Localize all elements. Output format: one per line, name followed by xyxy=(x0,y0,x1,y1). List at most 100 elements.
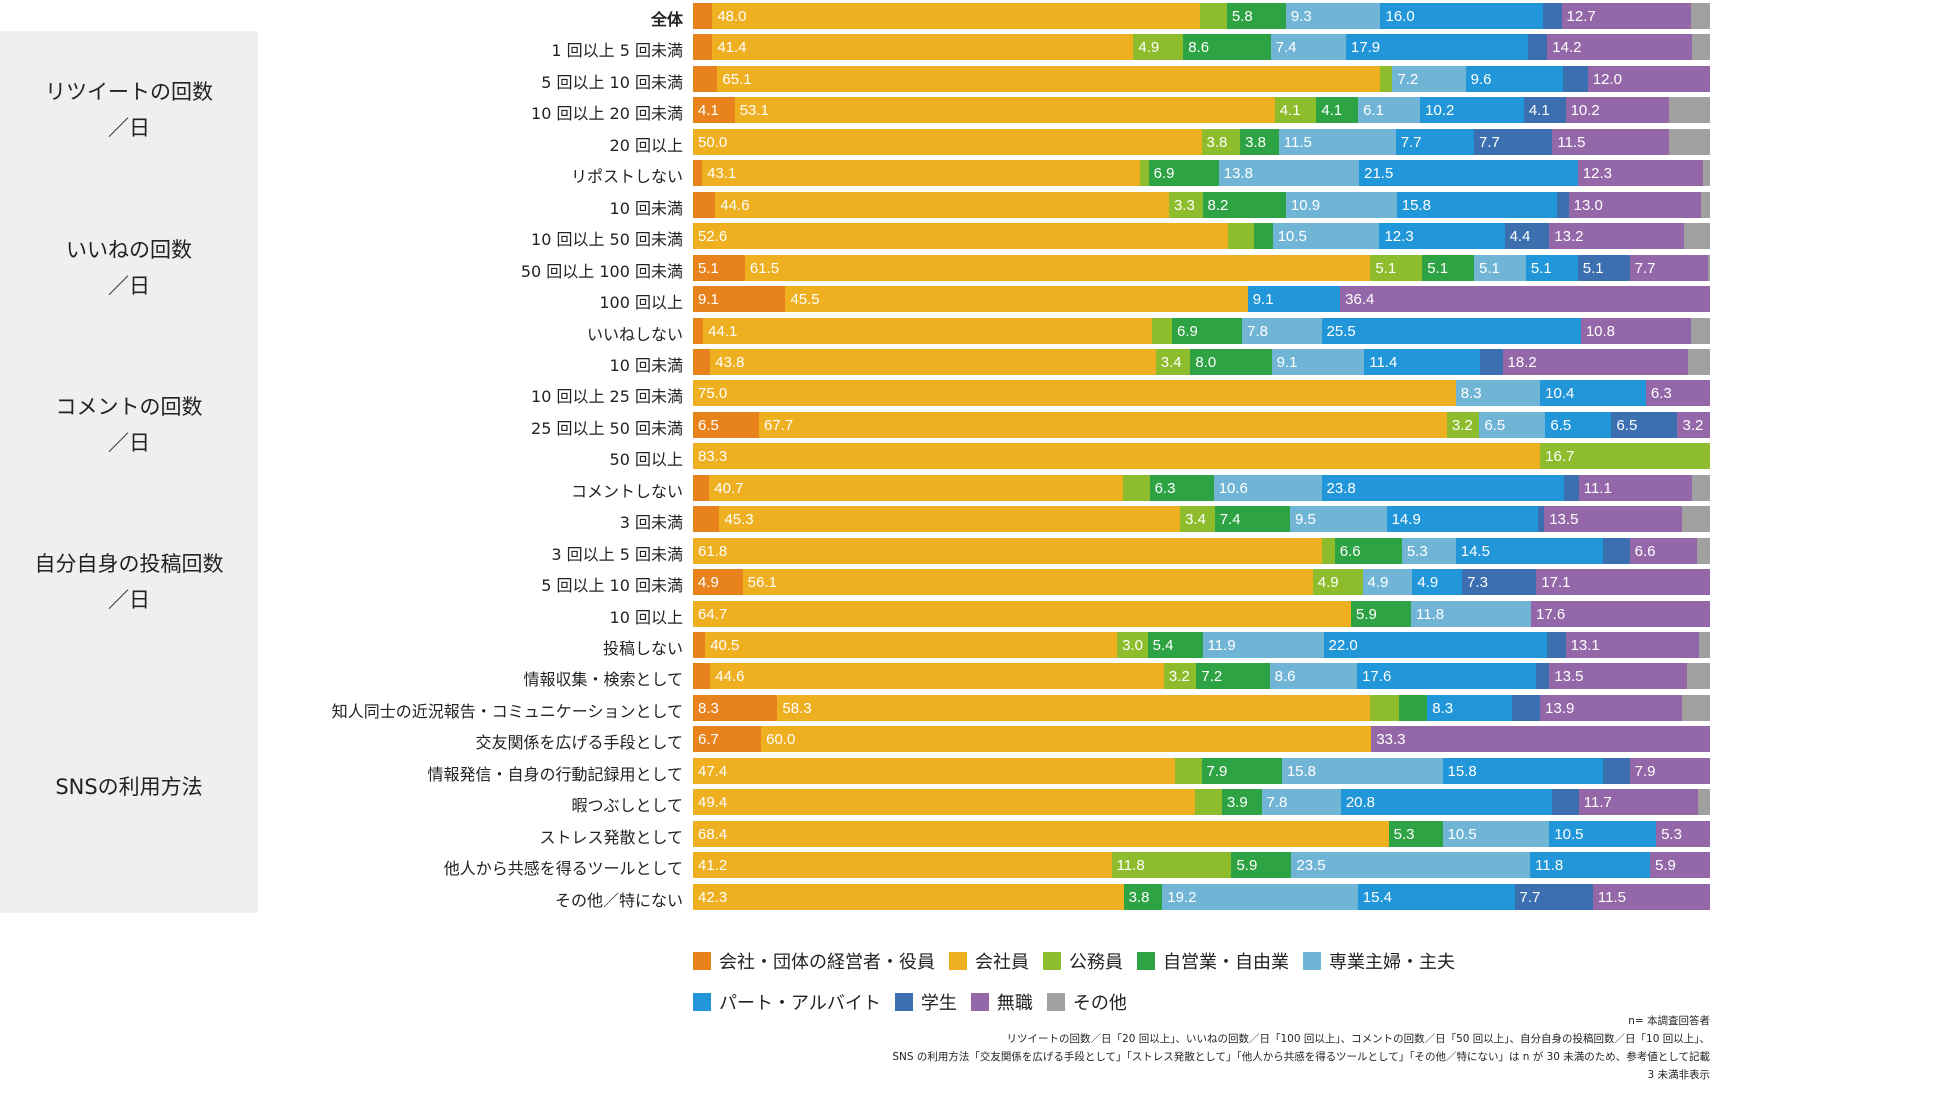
bar-segment xyxy=(715,191,1170,218)
bar-segment xyxy=(1392,65,1467,92)
data-label: 6.1 xyxy=(1363,102,1384,120)
data-label: 5.3 xyxy=(1406,542,1428,560)
bar-segment xyxy=(744,254,1371,281)
data-label: 12.3 xyxy=(1582,165,1612,183)
bar-segment xyxy=(693,223,1229,250)
bar-segment xyxy=(1629,254,1709,281)
data-label: 7.2 xyxy=(1397,70,1419,88)
bar-segment xyxy=(693,726,762,753)
legend-item: 専業主婦・主夫 xyxy=(1303,948,1455,974)
bar-segment xyxy=(693,474,710,501)
bar-segment xyxy=(693,34,713,61)
bar-segment xyxy=(1514,883,1594,910)
bar-segment xyxy=(734,97,1276,124)
group-label-box: リツイートの回数 ／日 xyxy=(0,31,258,190)
data-label: 6.5 xyxy=(1550,416,1572,434)
data-label: 7.3 xyxy=(1467,574,1488,592)
group-title: いいねの回数 xyxy=(66,237,192,262)
bar-segment xyxy=(1525,254,1579,281)
data-label: 3.0 xyxy=(1122,637,1143,654)
bar-segment xyxy=(1523,97,1567,124)
note-reference-2: SNS の利用方法「交友関係を広げる手段として」「ストレス発散として」「他人から… xyxy=(892,1051,1710,1063)
data-label: 3.8 xyxy=(1245,133,1266,151)
bar-segment xyxy=(712,34,1134,61)
bar-segment xyxy=(1669,128,1711,155)
data-label: 4.9 xyxy=(1367,574,1389,592)
group-title-unit: ／日 xyxy=(108,588,150,613)
bar-segment xyxy=(1557,191,1570,218)
data-label: 8.3 xyxy=(1460,385,1482,403)
data-label: 7.8 xyxy=(1247,322,1269,340)
row-label: いいねしない xyxy=(586,324,683,344)
data-label: 8.2 xyxy=(1207,196,1229,214)
bar-segment xyxy=(1422,254,1475,281)
data-label: 7.4 xyxy=(1275,39,1297,57)
data-label: 11.8 xyxy=(1416,605,1445,623)
bar-segment xyxy=(693,569,744,596)
bar-segment xyxy=(1697,789,1711,816)
row-label: 10 回未満 xyxy=(609,198,683,218)
data-label: 16.0 xyxy=(1385,8,1415,25)
bar-segment xyxy=(1545,411,1612,438)
data-label: 48.0 xyxy=(717,8,747,25)
data-label: 64.7 xyxy=(698,605,728,623)
data-label: 6.5 xyxy=(1484,416,1506,434)
legend-swatch xyxy=(970,993,989,1011)
data-label: 10.5 xyxy=(1447,825,1477,843)
data-label: 6.9 xyxy=(1177,322,1198,340)
data-label: 15.8 xyxy=(1286,762,1317,780)
group-title: コメントの回数 xyxy=(55,394,203,419)
data-label: 52.6 xyxy=(698,228,728,246)
bar-segment xyxy=(1396,191,1558,218)
row-label: 10 回以上 50 回未満 xyxy=(531,230,683,250)
bar-segment xyxy=(1549,820,1657,847)
bar-segment xyxy=(693,286,786,313)
bar-segment xyxy=(1536,663,1550,690)
bar-segment xyxy=(1681,694,1711,721)
bar-segment xyxy=(1200,3,1228,29)
bar-segment xyxy=(693,380,1457,407)
data-label: 47.4 xyxy=(698,762,728,780)
data-label: 16.7 xyxy=(1545,448,1575,466)
bar-segment xyxy=(1462,569,1537,596)
row-label: 投稿しない xyxy=(602,639,683,658)
bar-segment xyxy=(1190,348,1273,375)
bar-segment xyxy=(693,3,713,29)
data-label: 4.9 xyxy=(1317,574,1339,592)
bar-segment xyxy=(1111,852,1232,879)
bar-segment xyxy=(1547,34,1693,61)
row-label: ストレス発散として xyxy=(539,827,683,847)
data-label: 6.3 xyxy=(1154,479,1176,497)
data-label: 3.4 xyxy=(1160,353,1182,371)
data-label: 10.5 xyxy=(1554,825,1584,843)
bar-segment xyxy=(1611,411,1678,438)
data-label: 8.0 xyxy=(1195,353,1217,371)
bar-segment xyxy=(1227,223,1255,250)
bar-segment xyxy=(710,663,1165,690)
legend-swatch xyxy=(1043,952,1061,970)
bar-segment xyxy=(1362,569,1413,596)
bar-segment xyxy=(1345,34,1529,61)
bar-segment xyxy=(742,569,1314,596)
bar-segment xyxy=(1271,348,1365,375)
bar-segment xyxy=(1650,852,1711,879)
data-label: 15.8 xyxy=(1447,762,1477,780)
legend-label: 会社員 xyxy=(975,952,1029,973)
data-label: 13.1 xyxy=(1570,637,1600,654)
data-label: 6.5 xyxy=(698,416,719,434)
bar-segment xyxy=(693,97,736,124)
bar-segment xyxy=(693,128,1202,155)
bar-segment xyxy=(1629,757,1711,784)
bar-segment xyxy=(1380,65,1393,92)
data-label: 56.1 xyxy=(747,574,777,592)
data-label: 12.0 xyxy=(1592,70,1623,88)
data-label: 7.7 xyxy=(1479,133,1500,151)
bar-segment xyxy=(1577,160,1704,187)
data-label: 4.1 xyxy=(1321,102,1343,120)
data-label: 10.2 xyxy=(1570,102,1600,120)
bar-segment xyxy=(1427,694,1513,721)
data-label: 13.8 xyxy=(1223,165,1253,183)
data-label: 11.1 xyxy=(1583,479,1612,497)
data-label: 9.1 xyxy=(1276,353,1298,371)
bar-segment xyxy=(1578,789,1699,816)
